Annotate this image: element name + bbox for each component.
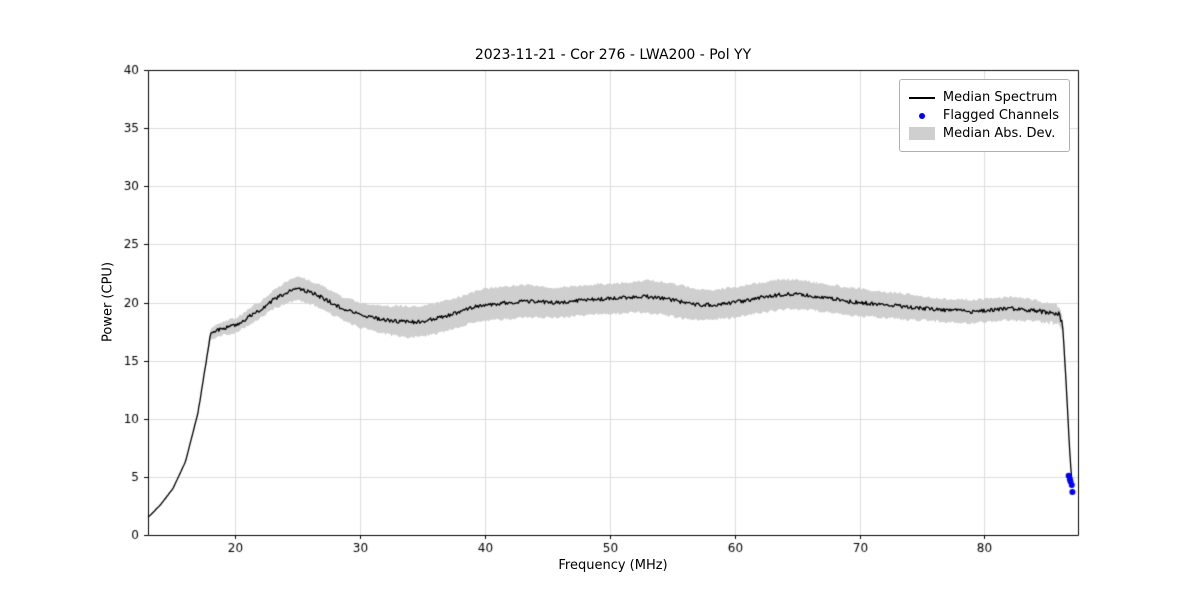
x-axis-label: Frequency (MHz)	[558, 558, 668, 573]
median-line-swatch-icon	[908, 96, 935, 99]
band-swatch-icon	[908, 127, 935, 140]
legend-item-median-abs-dev: Median Abs. Dev.	[908, 126, 1059, 141]
y-axis-label: Power (CPU)	[100, 261, 116, 343]
legend-item-flagged-channels: Flagged Channels	[909, 108, 1059, 123]
legend-label: Flagged Channels	[942, 108, 1059, 123]
legend-item-median-spectrum: Median Spectrum	[908, 90, 1059, 105]
flagged-dot-swatch-icon	[909, 112, 935, 119]
chart-title: 2023-11-21 - Cor 276 - LWA200 - Pol YY	[474, 47, 752, 63]
legend-label: Median Spectrum	[942, 90, 1058, 105]
legend-label: Median Abs. Dev.	[942, 126, 1056, 141]
legend: Median Spectrum Flagged Channels Median …	[898, 79, 1070, 152]
